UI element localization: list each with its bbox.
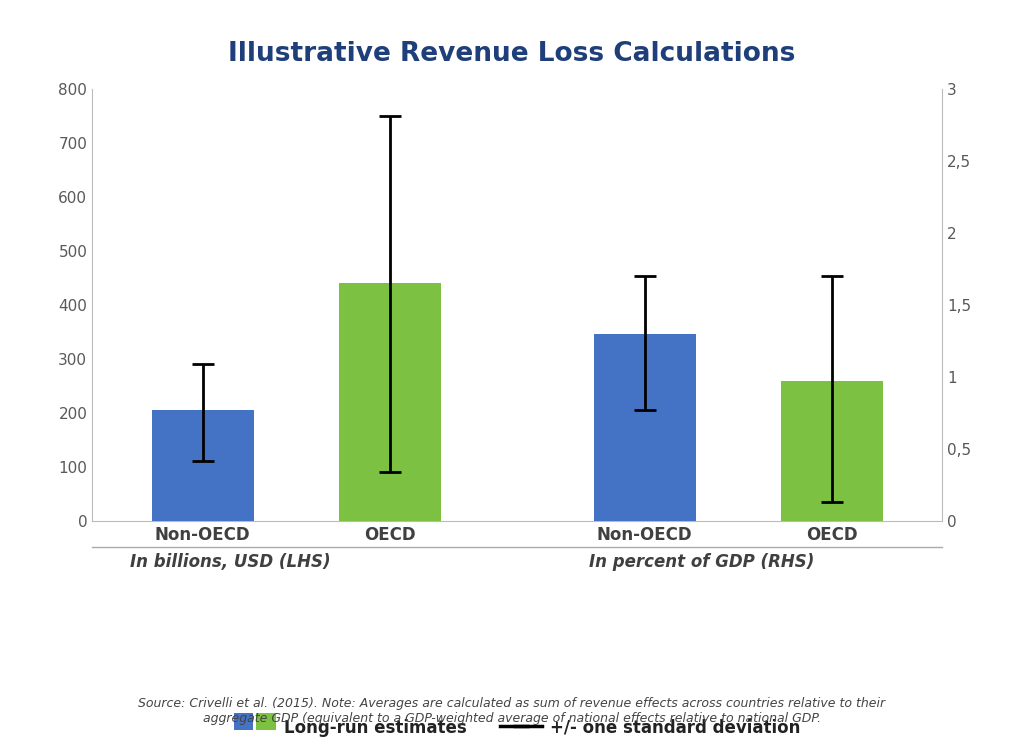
Bar <box>339 283 440 521</box>
Legend: Long-run estimates, +/- one standard deviation: Long-run estimates, +/- one standard dev… <box>233 719 801 737</box>
Text: Illustrative Revenue Loss Calculations: Illustrative Revenue Loss Calculations <box>228 41 796 67</box>
Bar <box>152 410 254 521</box>
Text: In billions, USD (LHS): In billions, USD (LHS) <box>130 553 331 571</box>
Bar <box>594 334 695 521</box>
Text: In percent of GDP (RHS): In percent of GDP (RHS) <box>589 553 814 571</box>
Bar <box>780 381 883 521</box>
Text: Source: Crivelli et al. (2015). Note: Averages are calculated as sum of revenue : Source: Crivelli et al. (2015). Note: Av… <box>138 696 886 725</box>
